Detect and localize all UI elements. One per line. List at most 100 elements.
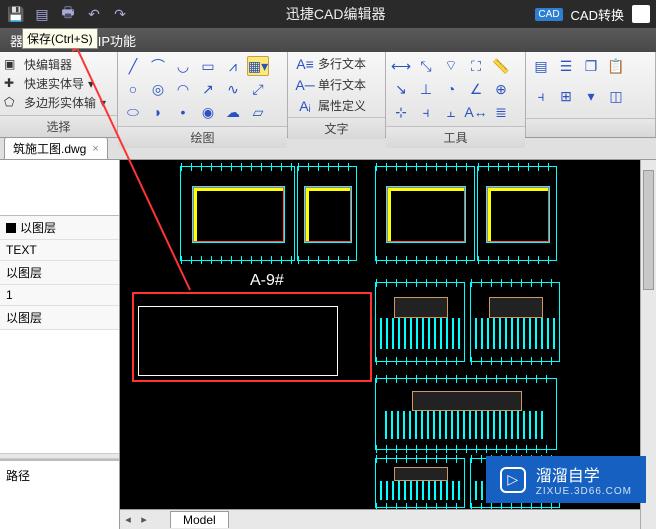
polygon-entity-button[interactable]: ⬠多边形实体输▾ [4,94,106,111]
group-label-select: 选择 [0,115,117,137]
close-tab-icon[interactable]: × [92,143,98,155]
ribbon-group-tools: ⟷ ⤡ ⌔ ⛶ 📏 ↘ ⊥ ◔ ∠ ⊕ ⊹ ⫞ ⫠ A↔ ≣ 工具 [386,52,526,137]
align-icon[interactable]: ⫞ [530,87,552,107]
drawing-thumb [297,166,357,261]
dim-linear-icon[interactable]: ⟷ [390,56,412,76]
layer-icon[interactable]: ▤ [530,56,552,76]
mtext-button[interactable]: A≡多行文本 [292,54,381,73]
quick-access-toolbar: 💾 ▤ 🖶 ↶ ↷ [0,4,136,24]
prop-row-bylayer[interactable]: 以图层 [0,261,119,285]
polyline-icon[interactable]: ⩘ [222,56,244,76]
user-icon[interactable] [632,5,650,23]
inner-selection [138,306,338,376]
watermark-url: ZIXUE.3D66.COM [536,486,632,497]
ribbon-group-draw: ╱ ⌒ ◡ ▭ ⩘ ▦▾ ○ ◎ ◠ ↗ ∿ ⤢ ⬭ ◗ • ◉ ☁ ▱ 绘图 [118,52,288,137]
drawing-thumb [375,378,557,450]
redo-icon[interactable]: ↷ [110,4,130,24]
circle-icon[interactable]: ○ [122,79,144,99]
path-box: 路径 [0,459,119,529]
properties-header [0,160,119,216]
color-swatch-icon [6,223,16,233]
save-tooltip: 保存(Ctrl+S) [22,28,98,49]
cad-convert-button[interactable]: CAD转换 [571,5,624,24]
rect-icon[interactable]: ▭ [197,56,219,76]
prop-row-layer[interactable]: 以图层 [0,216,119,240]
ribbon-group-edit: ▤ ☰ ❐ 📋 ⫞ ⊞ ▾ ◫ [526,52,656,137]
properties-panel: 以图层 TEXT 以图层 1 以图层 路径 [0,160,120,529]
leader-icon[interactable]: ↘ [390,79,412,99]
group-label-text: 文字 [288,117,385,139]
play-icon: ▷ [500,467,526,493]
angular-icon[interactable]: ∠ [465,79,487,99]
watermark: ▷ 溜溜自学 ZIXUE.3D66.COM [486,456,646,503]
dimedit-icon[interactable]: A↔ [465,102,487,122]
prop-row-linewidth[interactable]: 1 [0,285,119,306]
point-icon[interactable]: • [172,102,194,122]
pdf-icon[interactable]: ▤ [32,4,52,24]
donut-icon[interactable]: ◉ [197,102,219,122]
arc2-icon[interactable]: ◡ [172,56,194,76]
region-icon[interactable]: ▱ [247,102,269,122]
undo-icon[interactable]: ↶ [84,4,104,24]
file-tabstrip: 筑施工图.dwg × [0,138,656,160]
stext-button[interactable]: A─单行文本 [292,75,381,94]
drawing-thumb [375,166,475,261]
scrollbar-thumb[interactable] [643,170,654,290]
array-icon[interactable]: ⊞ [555,87,577,107]
earc-icon[interactable]: ◗ [147,102,169,122]
drawing-thumb [477,166,557,261]
radius-icon[interactable]: ◔ [440,79,462,99]
quick-entity-button[interactable]: ✚快速实体导▾ [4,75,106,92]
attrdef-button[interactable]: Aᵢ属性定义 [292,96,381,115]
dim-arc-icon[interactable]: ⌔ [440,56,462,76]
scale-icon[interactable]: ⛶ [465,56,487,76]
measure-icon[interactable]: 📏 [490,56,512,76]
arc-icon[interactable]: ⌒ [147,56,169,76]
titlebar: 💾 ▤ 🖶 ↶ ↷ 迅捷CAD编辑器 CAD CAD转换 [0,0,656,28]
save-icon[interactable]: 💾 [6,4,26,24]
group-label-draw: 绘图 [118,126,287,148]
file-tab-name: 筑施工图.dwg [13,140,86,157]
tolerance-icon[interactable]: ⊕ [490,79,512,99]
tab-next-icon[interactable]: ▸ [136,513,152,526]
block-icon[interactable]: ◫ [605,87,627,107]
continue-icon[interactable]: ⫠ [440,102,462,122]
baseline-icon[interactable]: ⫞ [415,102,437,122]
drawing-thumb [375,458,465,508]
quick-editor-button[interactable]: ▣快编辑器 [4,56,106,73]
drawing-thumb [375,282,465,362]
pline-icon[interactable]: ◠ [172,79,194,99]
ribbon-group-text: A≡多行文本 A─单行文本 Aᵢ属性定义 文字 [288,52,386,137]
prop-row-text[interactable]: TEXT [0,240,119,261]
paste-icon[interactable]: 📋 [605,56,627,76]
tab-prev-icon[interactable]: ◂ [120,513,136,526]
titlebar-right: CAD CAD转换 [535,5,656,24]
layout-tabs: ◂ ▸ Model [120,509,656,529]
model-tab[interactable]: Model [170,511,229,528]
properties-list: 以图层 TEXT 以图层 1 以图层 [0,160,119,453]
copy-icon[interactable]: ❐ [580,56,602,76]
prop-row-bylayer2[interactable]: 以图层 [0,306,119,330]
drawing-thumb [470,282,560,362]
group-label-edit [526,118,655,137]
layers-icon[interactable]: ☰ [555,56,577,76]
hatch-icon[interactable]: ▦▾ [247,56,269,76]
ordinate-icon[interactable]: ⊥ [415,79,437,99]
cad-badge: CAD [535,8,562,21]
app-title: 迅捷CAD编辑器 [136,4,535,24]
more-icon[interactable]: ▾ [580,87,602,107]
xline-icon[interactable]: ⤢ [247,79,269,99]
print-icon[interactable]: 🖶 [58,4,78,24]
spline-icon[interactable]: ∿ [222,79,244,99]
revcloud-icon[interactable]: ☁ [222,102,244,122]
line-icon[interactable]: ╱ [122,56,144,76]
dim-align-icon[interactable]: ⤡ [415,56,437,76]
override-icon[interactable]: ≣ [490,102,512,122]
center-icon[interactable]: ⊹ [390,102,412,122]
watermark-brand: 溜溜自学 [536,468,600,485]
file-tab[interactable]: 筑施工图.dwg × [4,137,108,159]
ray-icon[interactable]: ↗ [197,79,219,99]
ellipse-icon[interactable]: ⬭ [122,102,144,122]
circle2-icon[interactable]: ◎ [147,79,169,99]
group-label-tools: 工具 [386,126,525,148]
